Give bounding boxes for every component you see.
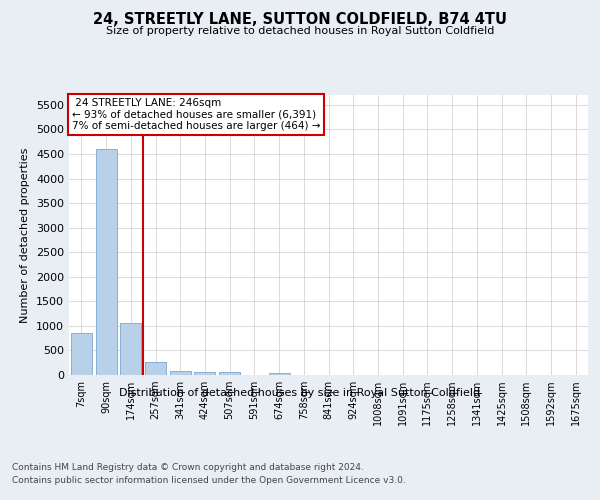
Bar [269, 372, 290, 375]
Text: Contains HM Land Registry data © Crown copyright and database right 2024.: Contains HM Land Registry data © Crown c… [12, 462, 364, 471]
Text: 24 STREETLY LANE: 246sqm
← 93% of detached houses are smaller (6,391)
7% of semi: 24 STREETLY LANE: 246sqm ← 93% of detach… [71, 98, 320, 131]
Text: Distribution of detached houses by size in Royal Sutton Coldfield: Distribution of detached houses by size … [119, 388, 481, 398]
Bar [170, 371, 191, 375]
Bar [120, 324, 141, 375]
Bar [71, 333, 92, 375]
Y-axis label: Number of detached properties: Number of detached properties [20, 148, 31, 322]
Bar [95, 149, 116, 375]
Bar [219, 372, 240, 375]
Bar [194, 372, 215, 375]
Bar [145, 362, 166, 375]
Text: Size of property relative to detached houses in Royal Sutton Coldfield: Size of property relative to detached ho… [106, 26, 494, 36]
Text: 24, STREETLY LANE, SUTTON COLDFIELD, B74 4TU: 24, STREETLY LANE, SUTTON COLDFIELD, B74… [93, 12, 507, 28]
Text: Contains public sector information licensed under the Open Government Licence v3: Contains public sector information licen… [12, 476, 406, 485]
